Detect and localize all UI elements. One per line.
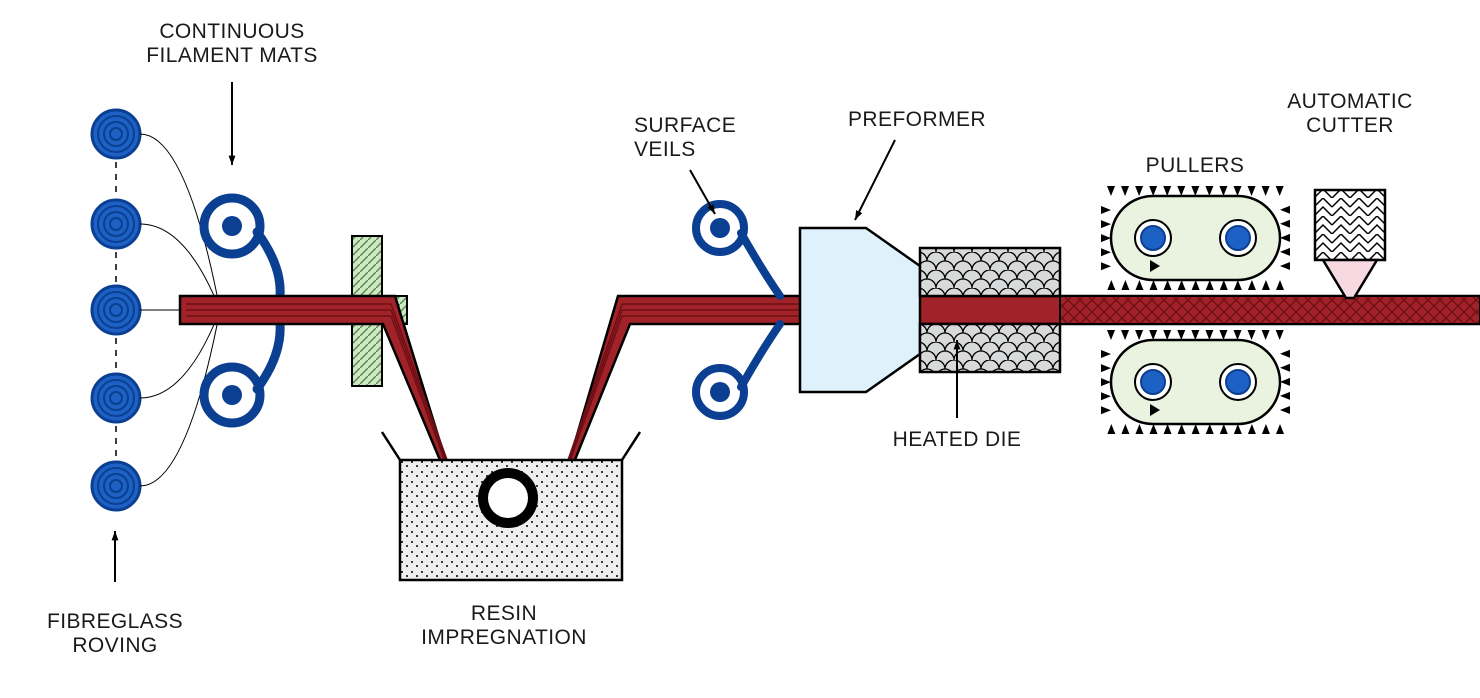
svg-text:AUTOMATIC: AUTOMATIC xyxy=(1287,90,1413,113)
svg-text:CUTTER: CUTTER xyxy=(1306,114,1394,137)
svg-text:IMPREGNATION: IMPREGNATION xyxy=(421,626,587,649)
automatic-cutter xyxy=(1315,190,1385,298)
filament-mat-spool xyxy=(204,198,280,296)
svg-text:FILAMENT MATS: FILAMENT MATS xyxy=(146,44,318,67)
svg-text:VEILS: VEILS xyxy=(634,138,696,161)
pultrusion-diagram: FIBREGLASSROVING CONTINUOUSFILAMENT MATS R… xyxy=(0,0,1480,698)
puller-unit xyxy=(1101,330,1290,434)
svg-text:PREFORMER: PREFORMER xyxy=(848,108,986,131)
roving-spool xyxy=(92,110,140,158)
svg-text:SURFACE: SURFACE xyxy=(634,114,736,137)
resin-bath xyxy=(382,432,640,580)
roving-spool xyxy=(92,286,140,334)
svg-text:HEATED DIE: HEATED DIE xyxy=(893,428,1022,451)
preformer xyxy=(800,228,920,392)
surface-veil-spool xyxy=(696,204,780,296)
surface-veil-spool xyxy=(696,324,780,416)
svg-text:CONTINUOUS: CONTINUOUS xyxy=(159,20,304,43)
svg-text:ROVING: ROVING xyxy=(72,634,157,657)
roving-spool xyxy=(92,462,140,510)
svg-text:PULLERS: PULLERS xyxy=(1146,154,1245,177)
roving-spool xyxy=(92,200,140,248)
svg-text:FIBREGLASS: FIBREGLASS xyxy=(47,610,183,633)
roving-spool xyxy=(92,374,140,422)
filament-mat-spool xyxy=(204,324,280,423)
puller-unit xyxy=(1101,186,1290,290)
svg-text:RESIN: RESIN xyxy=(471,602,537,625)
